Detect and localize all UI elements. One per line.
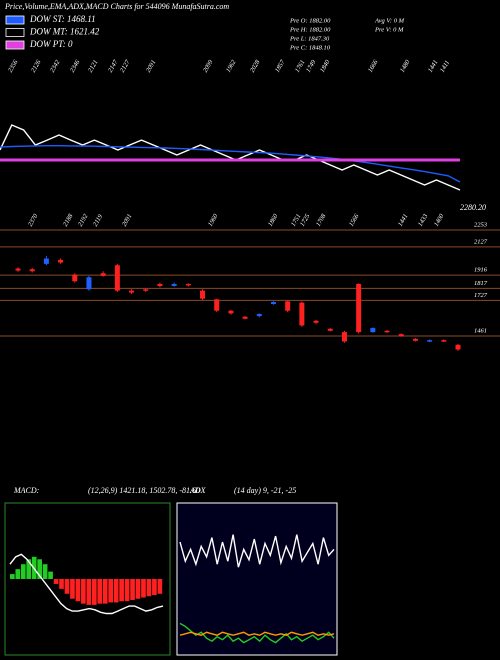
candle-body: [441, 340, 447, 342]
candle-body: [370, 328, 376, 333]
info: Pre V: 0 M: [374, 26, 404, 33]
info: Pre L: 1847.30: [289, 35, 330, 42]
candle-body: [143, 289, 149, 291]
candle-body: [171, 283, 177, 286]
macd-title: MACD:: [13, 486, 40, 495]
candle-body: [427, 340, 433, 342]
candle-body: [341, 332, 347, 342]
macd-bar: [20, 564, 26, 579]
macd-bar: [113, 579, 119, 603]
macd-bar: [42, 564, 48, 579]
candle-body: [270, 302, 276, 305]
legend-label: DOW PT: 0: [29, 39, 73, 49]
macd-bar: [135, 579, 141, 599]
candle-body: [285, 301, 291, 311]
candle-body: [356, 283, 362, 333]
y-tick-label: 1817: [474, 280, 488, 287]
macd-bar: [108, 579, 114, 603]
y-tick-label: 2127: [474, 238, 488, 245]
series-line: [0, 124, 461, 191]
macd-bar: [26, 559, 32, 579]
candle-body: [15, 268, 21, 271]
candle-body: [327, 328, 333, 331]
candle-body: [58, 259, 64, 263]
y-tick-label: 1916: [474, 267, 488, 274]
candle-body: [200, 290, 206, 299]
series-line: [179, 631, 335, 636]
info: Pre H: 1882.00: [289, 26, 331, 33]
macd-bar: [124, 579, 130, 602]
macd-bar: [130, 579, 135, 600]
adx-subtitle: (14 day) 9, -21, -25: [234, 486, 296, 495]
candle-body: [412, 338, 418, 341]
y-tick-label: 1727: [474, 292, 488, 299]
page-title: Price,Volume,EMA,ADX,MACD Charts for 544…: [4, 2, 229, 11]
macd-bar: [15, 569, 21, 579]
candle-body: [384, 330, 390, 333]
candle-body: [100, 273, 106, 276]
macd-bar: [152, 579, 157, 596]
candle-body: [242, 316, 248, 319]
candle-body: [398, 334, 404, 337]
legend-label: DOW MT: 1621.42: [29, 27, 100, 37]
candle-body: [185, 283, 191, 286]
candle-body: [299, 302, 305, 326]
price-label: 2280.20: [460, 203, 486, 212]
series-line: [179, 622, 335, 644]
candle-body: [157, 283, 163, 286]
series-line: [179, 534, 335, 568]
candle-body: [228, 310, 234, 314]
adx-panel: [176, 502, 338, 656]
candle-body: [313, 320, 319, 323]
candle-body: [114, 265, 120, 291]
legend-swatch: [5, 28, 25, 37]
macd-bar: [97, 579, 103, 604]
macd-bar: [75, 579, 81, 602]
candle-body: [129, 290, 135, 293]
macd-bar: [102, 579, 108, 604]
legend-swatch: [5, 15, 25, 25]
candle-body: [72, 274, 78, 282]
macd-bar: [86, 579, 92, 605]
candle-body: [86, 277, 92, 290]
info: Pre C: 1848.10: [289, 44, 331, 51]
info: Pre O: 1882.00: [289, 17, 331, 24]
macd-bar: [91, 579, 97, 605]
legend-swatch: [5, 40, 25, 50]
candle-body: [214, 299, 220, 311]
macd-bar: [70, 579, 75, 599]
y-tick-label: 1461: [474, 327, 487, 334]
candle-body: [29, 269, 35, 272]
macd-bar: [141, 579, 146, 598]
macd-bar: [59, 579, 64, 589]
macd-bar: [48, 571, 53, 579]
macd-bar: [146, 579, 152, 597]
macd-bar: [37, 559, 42, 579]
candle-body: [256, 314, 262, 317]
info: Avg V: 0 M: [374, 17, 405, 24]
y-tick-label: 2253: [474, 222, 488, 229]
candle-body: [455, 344, 461, 350]
macd-bar: [157, 579, 163, 594]
macd-bar: [10, 574, 15, 579]
macd-bar: [119, 579, 124, 602]
macd-bar: [53, 579, 59, 584]
series-line: [9, 553, 164, 615]
candle-body: [43, 258, 49, 264]
legend-label: DOW ST: 1468.11: [29, 14, 96, 24]
macd-bar: [81, 579, 86, 604]
macd-bar: [64, 579, 70, 594]
adx-title: ADX: [189, 486, 207, 495]
series-line: [0, 145, 461, 183]
macd-subtitle: (12,26,9) 1421.18, 1502.78, -81.60: [88, 486, 200, 495]
